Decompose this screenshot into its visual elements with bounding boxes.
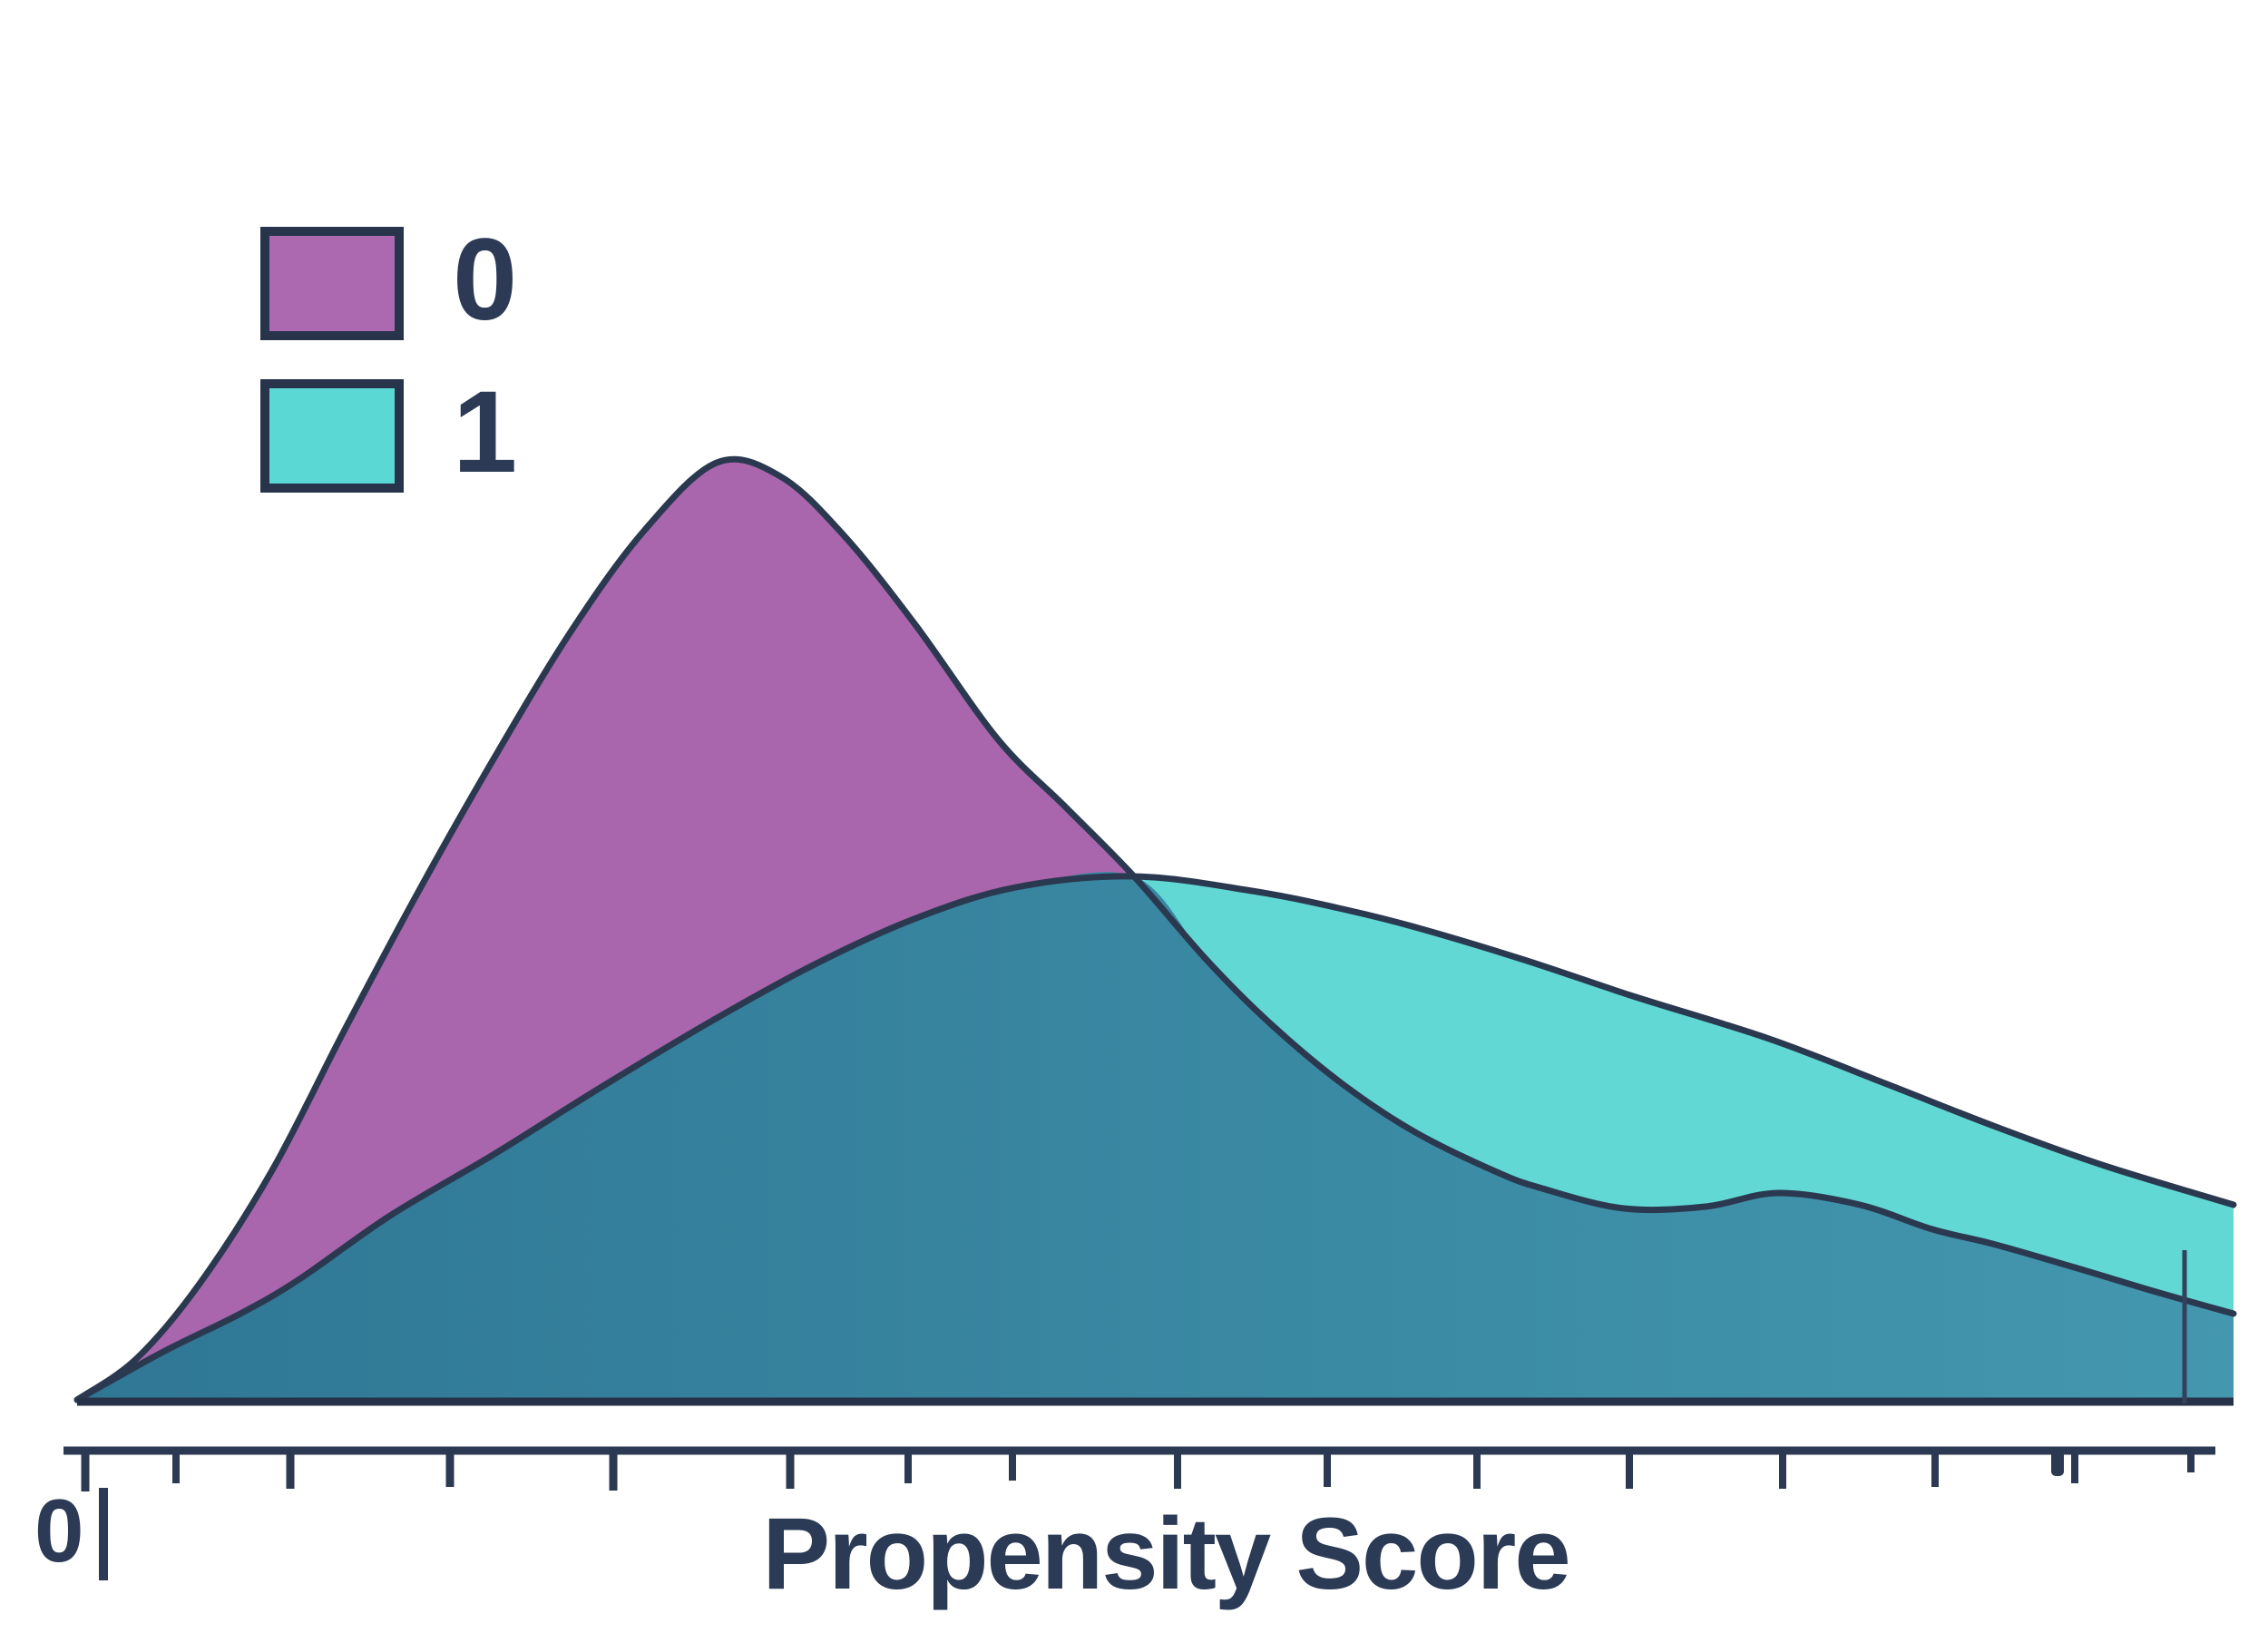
- legend-item-1: 1: [260, 367, 518, 497]
- density-outline-group0: [73, 455, 2237, 1403]
- x-axis-tick: [445, 1451, 455, 1487]
- x-axis-tick: [786, 1451, 795, 1489]
- x-axis-tick: [2071, 1451, 2078, 1483]
- legend-label-0: 0: [453, 215, 518, 345]
- x-axis-tick: [1779, 1451, 1786, 1489]
- x-axis-tick: [172, 1451, 180, 1483]
- x-axis-tick: [2051, 1451, 2064, 1476]
- x-axis-title: Propensity Score: [762, 1497, 1570, 1610]
- density-outline-group1: [73, 873, 2237, 1403]
- x-axis-tick: [2187, 1451, 2195, 1472]
- x-axis-tick: [286, 1451, 295, 1489]
- x-axis-tick: [904, 1451, 912, 1483]
- x-axis-ticks: [81, 1451, 2195, 1491]
- x-axis-tick: [1009, 1451, 1016, 1481]
- x-tick-label-zero-text: 0: [34, 1481, 84, 1580]
- legend-swatch-1: [260, 379, 404, 493]
- x-axis-tick: [1174, 1451, 1181, 1489]
- x-tick-artifact-bar: [98, 1488, 108, 1580]
- x-axis-tick: [609, 1451, 618, 1491]
- x-axis-tick: [81, 1451, 90, 1491]
- legend-swatch-0: [260, 227, 404, 340]
- x-axis-tick: [1931, 1451, 1939, 1487]
- legend-item-0: 0: [260, 215, 518, 345]
- x-axis-tick: [1473, 1451, 1481, 1489]
- legend-label-1: 1: [453, 367, 518, 497]
- x-axis-tick: [1626, 1451, 1633, 1489]
- density-area-overlap: [77, 872, 2234, 1400]
- legend: 0 1: [260, 215, 518, 497]
- x-tick-label-zero: 0: [34, 1486, 108, 1580]
- x-axis-tick: [1324, 1451, 1331, 1487]
